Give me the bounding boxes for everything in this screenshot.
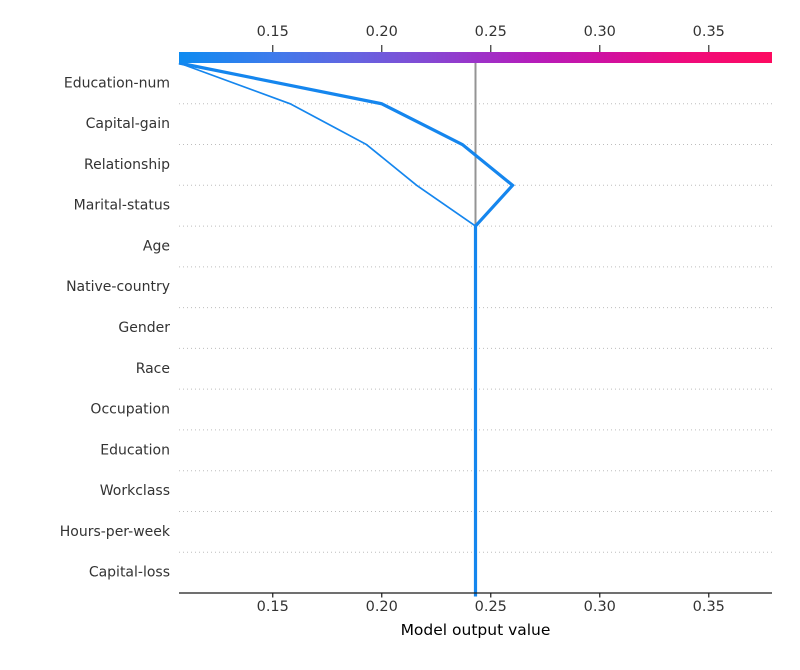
- x-tick-label: 0.30: [584, 599, 616, 615]
- colorbar-tick-label: 0.35: [693, 24, 725, 40]
- colorbar-tick-label: 0.30: [584, 24, 616, 40]
- colorbar: 0.15 0.20 0.25 0.30 0.35: [179, 24, 772, 63]
- decision-path-observation-1: [178, 61, 515, 597]
- feature-label: Marital-status: [74, 198, 170, 214]
- feature-label: Occupation: [90, 402, 170, 418]
- colorbar-tick-label: 0.20: [366, 24, 398, 40]
- x-tick-label: 0.25: [475, 599, 507, 615]
- colorbar-gradient: [179, 52, 772, 63]
- decision-path-observation-2: [178, 62, 477, 597]
- feature-label: Capital-gain: [86, 116, 170, 132]
- x-axis: 0.15 0.20 0.25 0.30 0.35: [179, 592, 772, 615]
- feature-label: Hours-per-week: [60, 524, 171, 540]
- feature-label: Workclass: [100, 483, 170, 499]
- feature-label: Gender: [118, 320, 170, 336]
- feature-label: Education: [100, 442, 170, 458]
- x-tick-label: 0.15: [257, 599, 289, 615]
- colorbar-tick-label: 0.25: [475, 24, 507, 40]
- x-tick-label: 0.20: [366, 599, 398, 615]
- feature-label: Race: [136, 361, 170, 377]
- decision-paths: [178, 61, 515, 597]
- feature-labels: Education-num Capital-gain Relationship Mar…: [60, 75, 171, 580]
- feature-label: Education-num: [64, 75, 170, 91]
- x-axis-title: Model output value: [401, 621, 551, 639]
- feature-label: Age: [143, 238, 170, 254]
- feature-label: Relationship: [84, 157, 170, 173]
- feature-label: Native-country: [66, 279, 170, 295]
- x-tick-label: 0.35: [693, 599, 725, 615]
- feature-label: Capital-loss: [89, 565, 170, 581]
- colorbar-tick-label: 0.15: [257, 24, 289, 40]
